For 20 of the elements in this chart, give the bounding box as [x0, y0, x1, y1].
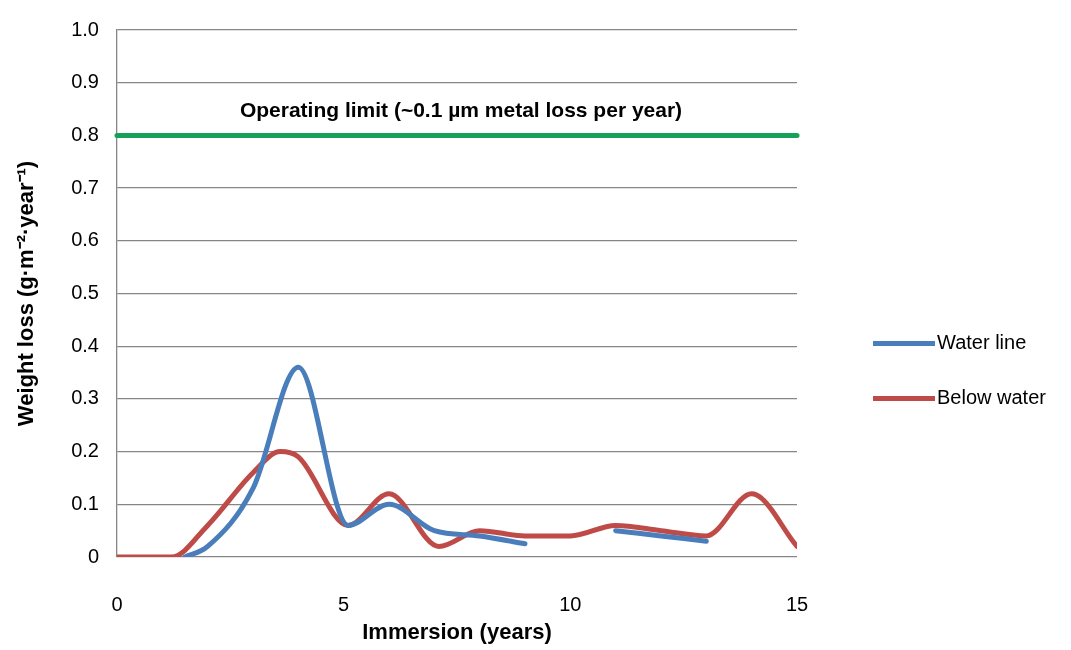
y-tick-label: 0.6 — [71, 228, 99, 251]
legend-label: Water line — [937, 331, 1027, 354]
ref-line-label: Operating limit (~0.1 µm metal loss per year) — [239, 97, 683, 121]
y-tick-label: 0.9 — [71, 70, 99, 93]
y-tick-label: 0.4 — [71, 333, 99, 356]
x-tick-label: 0 — [111, 592, 123, 615]
y-tick-label: 0.7 — [71, 175, 99, 198]
y-tick-label: 0 — [87, 544, 99, 567]
y-tick-label: 0.5 — [71, 281, 99, 304]
x-axis-title: Immersion (years) — [362, 618, 552, 644]
x-tick-label: 15 — [785, 592, 809, 615]
y-tick-label: 0.1 — [71, 491, 99, 514]
y-tick-label: 0.2 — [71, 439, 99, 462]
y-tick-label: 0.3 — [71, 386, 99, 409]
y-axis-title: Weight loss (g·m⁻²·year⁻¹) — [13, 160, 39, 427]
x-tick-label: 10 — [559, 592, 582, 615]
y-tick-label: 1.0 — [71, 17, 99, 40]
y-tick-label: 0.8 — [71, 122, 99, 145]
x-tick-label: 5 — [338, 592, 350, 615]
legend-label: Below water — [937, 386, 1047, 409]
